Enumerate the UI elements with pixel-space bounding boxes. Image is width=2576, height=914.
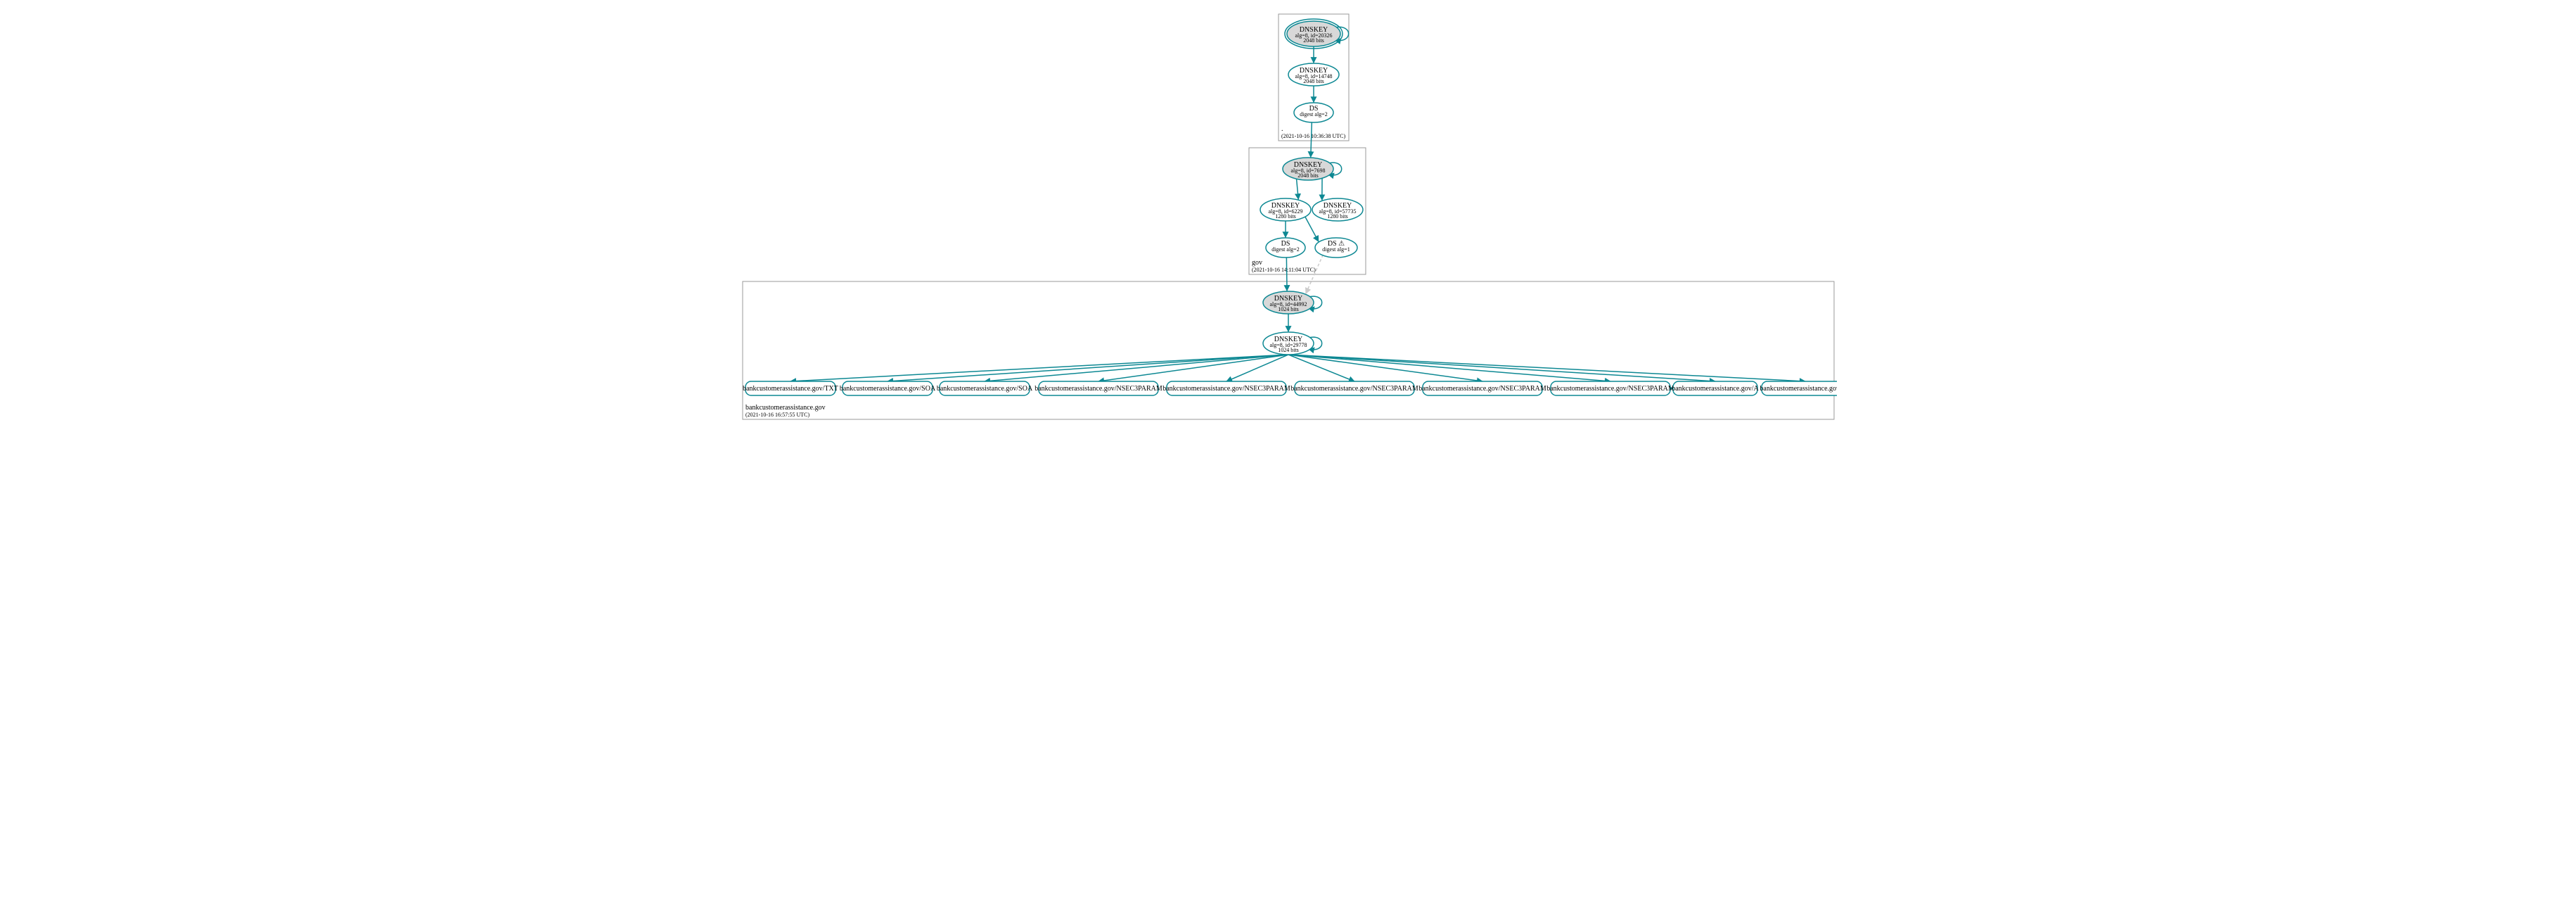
node-line2: digest alg=1 — [1322, 246, 1350, 253]
edge-gov-zsk1-gov-ds2 — [1305, 216, 1318, 241]
node-line3: 2048 bits — [1303, 78, 1324, 84]
node-line3: 1024 bits — [1278, 306, 1299, 312]
node-gov-zsk2: DNSKEYalg=8, id=577351280 bits — [1312, 198, 1363, 221]
edge-zsk-r2 — [887, 355, 1288, 381]
rr-r10: bankcustomerassistance.gov/NS — [1760, 381, 1837, 395]
rr-label: bankcustomerassistance.gov/NSEC3PARAM — [1546, 385, 1674, 393]
rr-r8: bankcustomerassistance.gov/NSEC3PARAM — [1546, 381, 1674, 395]
node-gov-zsk1: DNSKEYalg=8, id=62291280 bits — [1260, 198, 1311, 221]
node-gov-ds2: DS ⚠digest alg=1 — [1315, 238, 1357, 258]
node-root-zsk: DNSKEYalg=8, id=147482048 bits — [1288, 63, 1339, 86]
edge-root-ds-gov-ksk — [1310, 122, 1312, 157]
node-line3: 2048 bits — [1297, 172, 1319, 179]
zone-timestamp-bca: (2021-10-16 16:57:55 UTC) — [745, 412, 809, 418]
rr-r4: bankcustomerassistance.gov/NSEC3PARAM — [1034, 381, 1162, 395]
rr-r5: bankcustomerassistance.gov/NSEC3PARAM — [1162, 381, 1290, 395]
rr-label: bankcustomerassistance.gov/SOA — [936, 385, 1032, 393]
edge-zsk-r10 — [1288, 355, 1805, 381]
edge-zsk-r8 — [1288, 355, 1610, 381]
zone-label-bca: bankcustomerassistance.gov — [745, 404, 826, 412]
rr-label: bankcustomerassistance.gov/NS — [1760, 385, 1837, 393]
dnssec-chain-diagram: .(2021-10-16 10:36:38 UTC)gov(2021-10-16… — [740, 7, 1837, 422]
rr-label: bankcustomerassistance.gov/A — [1672, 385, 1759, 393]
rr-label: bankcustomerassistance.gov/NSEC3PARAM — [1034, 385, 1162, 393]
node-bca-ksk: DNSKEYalg=8, id=449921024 bits — [1263, 291, 1314, 314]
edge-zsk-r1 — [790, 355, 1288, 381]
edge-zsk-r9 — [1288, 355, 1715, 381]
edge-gov-ds1-bca-ksk — [1286, 257, 1287, 291]
rr-label: bankcustomerassistance.gov/NSEC3PARAM — [1418, 385, 1546, 393]
zone-label-root: . — [1281, 125, 1283, 133]
rr-r1: bankcustomerassistance.gov/TXT — [743, 381, 838, 395]
zone-timestamp-gov: (2021-10-16 14:11:04 UTC) — [1252, 267, 1316, 273]
zone-timestamp-root: (2021-10-16 10:36:38 UTC) — [1281, 133, 1345, 139]
node-line3: 1024 bits — [1278, 347, 1299, 353]
rr-r2: bankcustomerassistance.gov/SOA — [839, 381, 935, 395]
rr-r7: bankcustomerassistance.gov/NSEC3PARAM — [1418, 381, 1546, 395]
node-gov-ds1: DSdigest alg=2 — [1266, 238, 1305, 258]
rr-label: bankcustomerassistance.gov/SOA — [839, 385, 935, 393]
node-line3: 1280 bits — [1275, 213, 1296, 220]
edge-gov-ksk-gov-zsk1 — [1296, 178, 1298, 199]
rr-label: bankcustomerassistance.gov/NSEC3PARAM — [1162, 385, 1290, 393]
rr-label: bankcustomerassistance.gov/NSEC3PARAM — [1290, 385, 1418, 393]
node-bca-zsk: DNSKEYalg=8, id=297781024 bits — [1263, 332, 1314, 355]
node-line3: 2048 bits — [1303, 37, 1324, 44]
rr-r9: bankcustomerassistance.gov/A — [1672, 381, 1759, 395]
node-line2: digest alg=2 — [1271, 246, 1299, 253]
node-gov-ksk: DNSKEYalg=8, id=76982048 bits — [1283, 158, 1333, 180]
node-root-ksk: DNSKEYalg=8, id=203262048 bits — [1285, 19, 1343, 49]
edge-zsk-r4 — [1098, 355, 1288, 381]
node-root-ds: DSdigest alg=2 — [1294, 103, 1333, 122]
rr-r3: bankcustomerassistance.gov/SOA — [936, 381, 1032, 395]
node-line2: digest alg=2 — [1300, 111, 1327, 118]
zone-label-gov: gov — [1252, 259, 1262, 267]
rr-r6: bankcustomerassistance.gov/NSEC3PARAM — [1290, 381, 1418, 395]
node-line3: 1280 bits — [1327, 213, 1348, 220]
rr-label: bankcustomerassistance.gov/TXT — [743, 385, 838, 393]
